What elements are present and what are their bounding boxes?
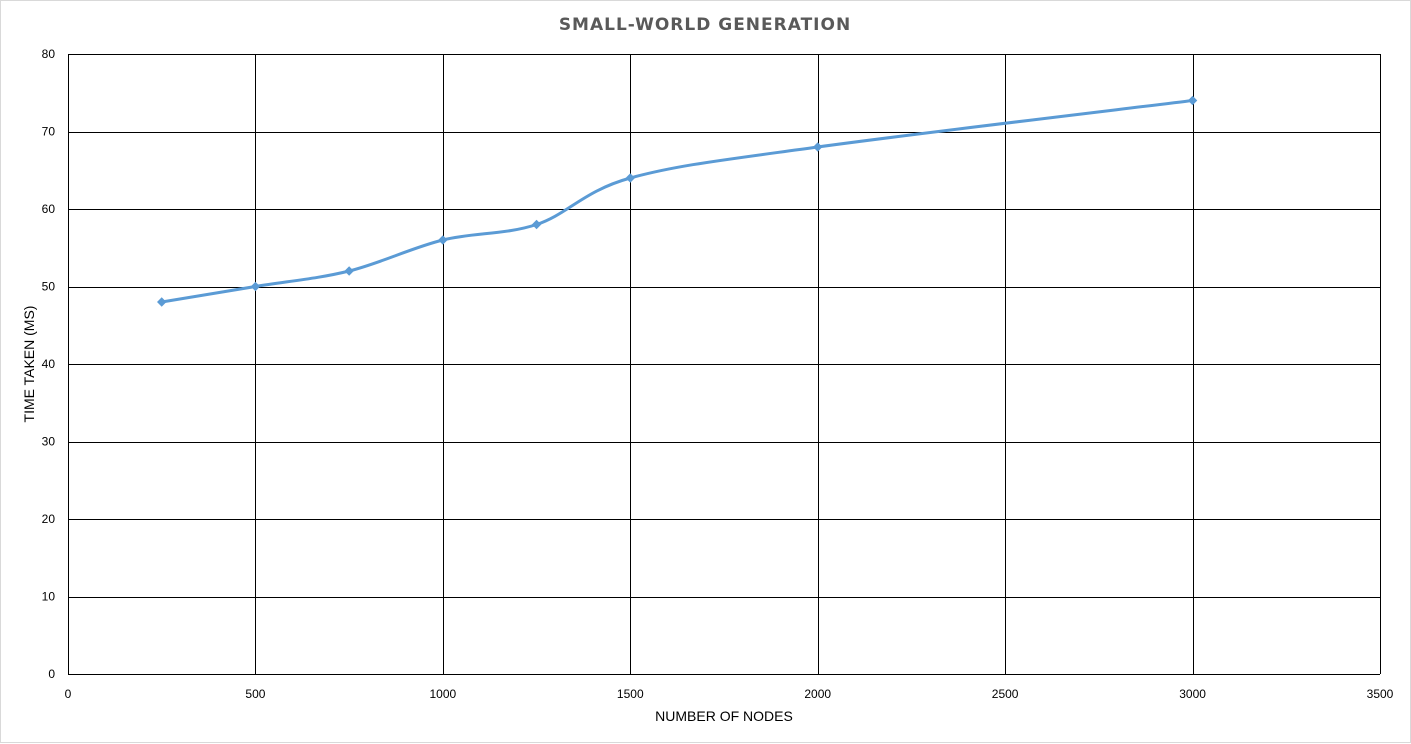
y-tick-label: 70 [42,125,56,139]
chart-title: SMALL-WORLD GENERATION [559,15,851,35]
y-tick-label: 0 [48,667,55,681]
x-tick-label: 500 [245,687,265,701]
data-point-marker [1187,95,1198,106]
x-axis-label: NUMBER OF NODES [655,708,793,724]
grid-lines [68,54,1381,675]
y-tick-label: 10 [42,590,56,604]
series-line [160,99,1195,304]
y-tick-label: 20 [42,512,56,526]
y-tick-label: 40 [42,357,56,371]
y-tick-label: 80 [42,47,56,61]
y-tick-label: 60 [42,202,56,216]
data-point-marker [625,173,635,183]
x-tick-label: 2500 [992,687,1019,701]
data-point-marker [813,142,823,152]
y-tick-labels: 0 10 20 30 40 50 60 70 80 [42,47,56,681]
x-tick-label: 2000 [804,687,831,701]
x-tick-label: 0 [65,687,72,701]
data-point-marker [250,281,261,292]
x-tick-label: 1500 [617,687,644,701]
data-point-marker [157,297,167,307]
y-tick-label: 50 [42,280,56,294]
x-tick-labels: 0 500 1000 1500 2000 2500 3000 3500 [65,687,1394,701]
x-tick-label: 3500 [1367,687,1394,701]
y-tick-label: 30 [42,435,56,449]
data-point-marker [438,235,448,245]
data-point-marker [531,219,542,230]
series-line-layer [157,95,1198,307]
x-tick-label: 3000 [1179,687,1206,701]
data-point-marker [344,266,354,276]
y-axis-label: TIME TAKEN (MS) [21,306,37,423]
x-tick-label: 1000 [430,687,457,701]
